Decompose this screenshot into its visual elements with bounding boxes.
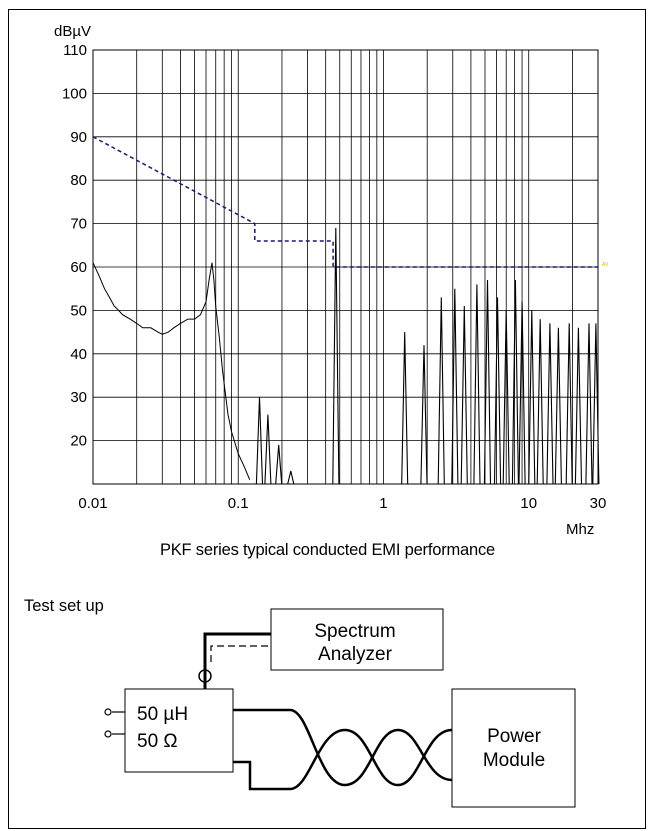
emission-spike bbox=[565, 323, 573, 485]
emission-spike bbox=[592, 323, 600, 485]
current-probe-icon bbox=[198, 669, 212, 683]
y-axis-label: dBµV bbox=[54, 23, 91, 40]
y-tick-label: 20 bbox=[70, 433, 87, 450]
x-tick-label: 10 bbox=[520, 495, 537, 512]
terminal-icon bbox=[104, 708, 112, 716]
y-tick-label: 60 bbox=[70, 259, 87, 276]
x-tick-label: 0.01 bbox=[78, 495, 107, 512]
lisn-box bbox=[124, 688, 234, 773]
power-module-box bbox=[451, 688, 576, 808]
emission-spike bbox=[255, 397, 264, 485]
emission-spike bbox=[493, 297, 502, 485]
module-label-2: Module bbox=[483, 750, 545, 771]
emission-spike bbox=[473, 284, 481, 485]
y-tick-label: 30 bbox=[70, 389, 87, 406]
emission-spike bbox=[546, 323, 554, 485]
emission-spike bbox=[275, 444, 283, 485]
chart-caption: PKF series typical conducted EMI perform… bbox=[159, 541, 496, 559]
y-tick-label: 100 bbox=[62, 85, 87, 102]
y-tick-label: 50 bbox=[70, 302, 87, 319]
emission-spike bbox=[585, 323, 593, 485]
y-tick-label: 110 bbox=[63, 42, 87, 59]
lisn-label-1: 50 µH bbox=[137, 704, 188, 725]
x-tick-label: 0.1 bbox=[228, 495, 249, 512]
emission-spike bbox=[528, 310, 536, 485]
emission-spike bbox=[554, 327, 562, 485]
emission-spike bbox=[574, 327, 583, 485]
x-tick-label: 30 bbox=[590, 495, 607, 512]
shield-line bbox=[210, 645, 271, 662]
twisted-pair-wire-a bbox=[233, 708, 453, 787]
limit-line-label: AV bbox=[602, 262, 609, 268]
emission-spike bbox=[420, 345, 428, 485]
y-tick-label: 40 bbox=[70, 346, 87, 363]
emission-spike bbox=[437, 297, 445, 485]
emission-spike bbox=[536, 319, 544, 485]
analyzer-label-1: Spectrum bbox=[314, 621, 395, 642]
analyzer-label-2: Analyzer bbox=[318, 644, 393, 665]
limit-line bbox=[92, 136, 598, 268]
terminal-icon bbox=[104, 730, 112, 738]
chart-series bbox=[92, 136, 600, 485]
module-label-1: Power bbox=[487, 726, 542, 747]
y-tick-label: 80 bbox=[70, 172, 87, 189]
spectrum-analyzer-box bbox=[270, 608, 444, 671]
lisn-label-2: 50 Ω bbox=[137, 731, 178, 752]
emission-spike bbox=[332, 227, 340, 485]
emission-curve bbox=[92, 262, 251, 480]
emission-spike bbox=[511, 279, 519, 485]
y-tick-label: 90 bbox=[70, 129, 87, 146]
emission-spike bbox=[502, 310, 510, 485]
y-tick-label: 70 bbox=[70, 216, 87, 233]
emission-spike bbox=[287, 470, 295, 485]
x-tick-label: 1 bbox=[379, 495, 387, 512]
emission-spike bbox=[264, 414, 272, 485]
emission-spike bbox=[451, 288, 459, 485]
x-axis-unit: Mhz bbox=[566, 521, 594, 538]
figure-frame bbox=[8, 9, 646, 829]
twisted-pair-wire-b bbox=[233, 728, 453, 791]
emission-spike bbox=[518, 301, 526, 485]
setup-heading: Test set up bbox=[24, 597, 104, 615]
emission-spike bbox=[460, 306, 468, 485]
coax-cable bbox=[203, 632, 271, 689]
emission-spike bbox=[483, 279, 492, 485]
emission-spike bbox=[401, 332, 409, 485]
